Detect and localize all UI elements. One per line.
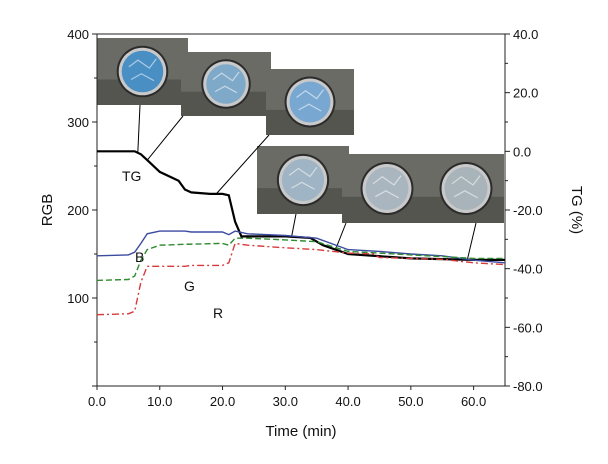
- series-line-b: [96, 230, 506, 264]
- series-label-g: G: [184, 278, 195, 294]
- y-right-tick-label: -60.0: [513, 320, 543, 335]
- x-tick-label: 50.0: [398, 394, 423, 409]
- leader-line-4: [291, 213, 297, 237]
- y-right-tick-label: 40.0: [513, 27, 538, 42]
- y-left-tick-label: 200: [67, 203, 89, 218]
- photo-5: [342, 154, 432, 223]
- series-label-b: B: [135, 249, 144, 265]
- photo-2-sample: [206, 64, 246, 104]
- photo-2: [181, 52, 271, 116]
- y-axis-right-label: TG (%): [568, 186, 585, 234]
- y-axis-left-label: RGB: [39, 194, 56, 227]
- photo-4: [257, 146, 349, 214]
- y-left-tick-label: 300: [67, 115, 89, 130]
- y-left-tick-label: 100: [67, 291, 89, 306]
- series-line-tg: [97, 150, 505, 261]
- photo-3-sample: [289, 81, 331, 123]
- photo-5-crack-pattern: [372, 175, 402, 199]
- sample-photos: [97, 38, 504, 223]
- photo-leader-lines: [137, 104, 477, 260]
- series-line-r: [96, 242, 506, 316]
- y-right-tick-label: 20.0: [513, 86, 538, 101]
- photo-6-sample: [444, 167, 488, 210]
- photo-3-crack-pattern: [296, 89, 324, 112]
- x-axis-label: Time (min): [265, 423, 336, 440]
- x-tick-label: 10.0: [147, 394, 172, 409]
- photo-1-crack-pattern: [128, 58, 157, 82]
- photo-4-sample: [281, 158, 325, 202]
- x-tick-label: 20.0: [210, 394, 235, 409]
- leader-line-1: [137, 104, 141, 153]
- y-right-tick-label: -20.0: [513, 203, 543, 218]
- series-lines: [96, 150, 506, 316]
- series-label-r: R: [213, 305, 223, 321]
- photo-2-crack-pattern: [212, 71, 240, 94]
- photo-5-sample: [365, 167, 409, 210]
- y-right-tick-label: 0.0: [513, 144, 531, 159]
- y-right-tick-label: -80.0: [513, 379, 543, 394]
- leader-line-2: [146, 115, 184, 161]
- leader-line-3: [215, 134, 270, 195]
- x-tick-label: 0.0: [88, 394, 106, 409]
- x-tick-label: 60.0: [461, 394, 486, 409]
- series-labels: TG B G R: [122, 168, 223, 321]
- photo-1: [97, 38, 188, 105]
- photo-6-crack-pattern: [451, 175, 481, 199]
- tick-labels: 0.0 10.0 20.0 30.0 40.0 50.0 60.0 100 200 300 400 -…: [67, 27, 542, 409]
- photo-6: [428, 154, 504, 223]
- series-line-g: [96, 237, 505, 282]
- leader-line-6: [466, 222, 477, 260]
- x-tick-label: 40.0: [335, 394, 360, 409]
- axes: [92, 33, 510, 390]
- photo-3: [266, 69, 354, 135]
- y-right-tick-label: -40.0: [513, 262, 543, 277]
- photo-1-sample: [121, 50, 164, 93]
- series-label-tg: TG: [122, 168, 141, 184]
- y-left-tick-label: 400: [67, 27, 89, 42]
- photo-4-crack-pattern: [288, 166, 318, 190]
- x-tick-label: 30.0: [273, 394, 298, 409]
